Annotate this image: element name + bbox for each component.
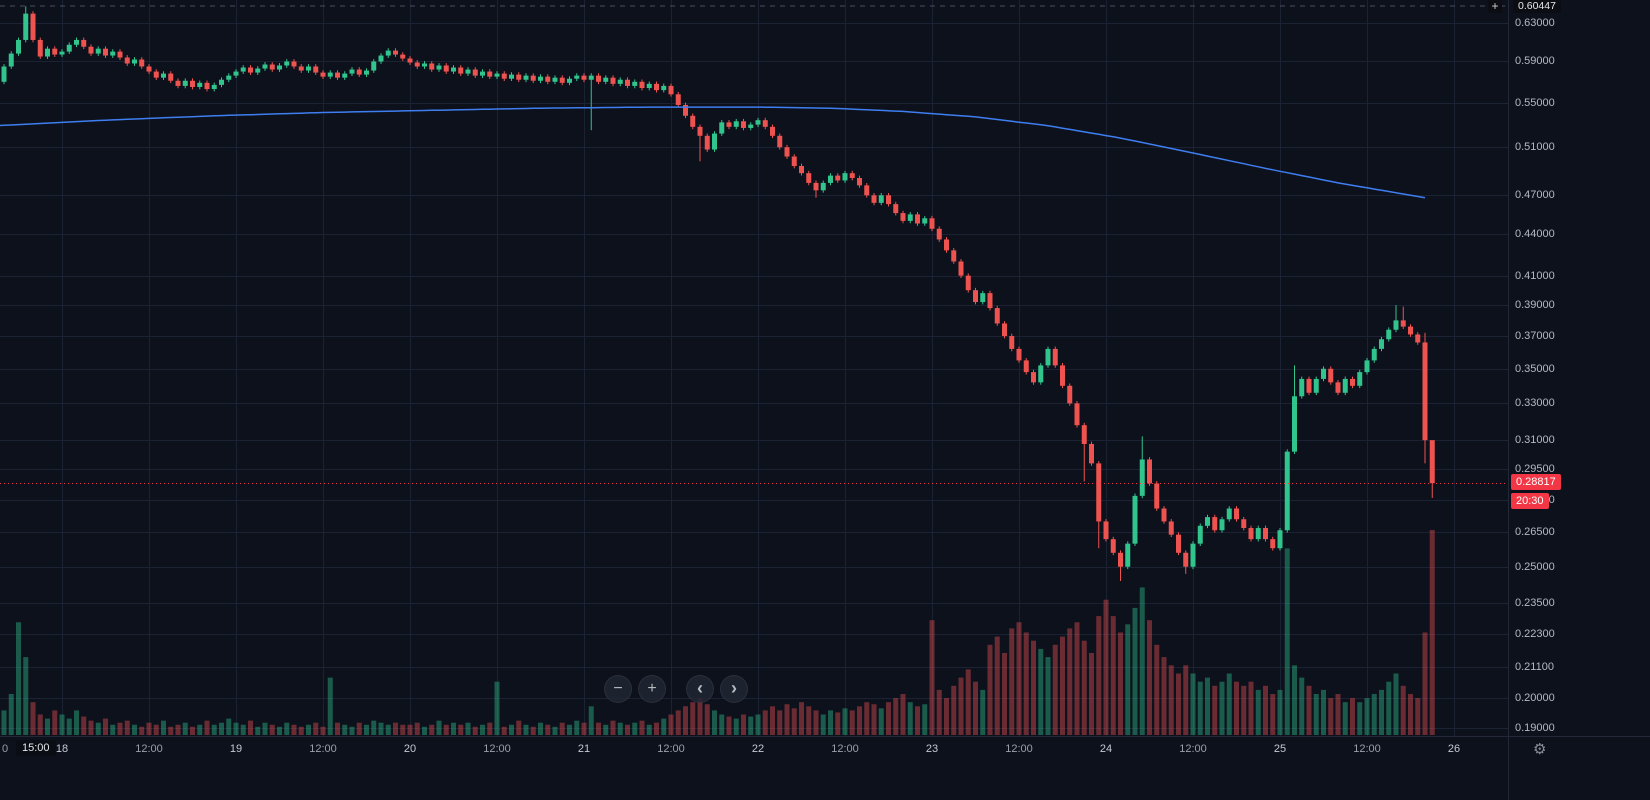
ma-line[interactable]	[0, 106, 1426, 199]
zoom-button-group: − +	[604, 675, 666, 703]
time-tick-label: 22	[751, 743, 765, 755]
add-alert-button[interactable]: +	[1488, 0, 1502, 13]
time-tick-label: 19	[229, 743, 243, 755]
time-tick-label: 12:00	[1179, 743, 1207, 755]
chart-nav-toolbar: − + ‹ ›	[604, 675, 748, 703]
price-tick-label: 0.29500	[1515, 463, 1555, 475]
price-tick-label: 0.26500	[1515, 526, 1555, 538]
current-price-badge: 0.28817	[1511, 474, 1561, 490]
price-tick-label: 0.23500	[1515, 597, 1555, 609]
time-crosshair-badge: 15:00	[16, 740, 56, 756]
price-tick-label: 0.33000	[1515, 397, 1555, 409]
price-tick-label: 0.21100	[1515, 661, 1554, 673]
price-tick-label: 0.25000	[1515, 561, 1555, 573]
time-tick-label: 26	[1447, 743, 1461, 755]
time-edge-label: 0	[2, 743, 9, 755]
price-tick-label: 0.63000	[1515, 17, 1555, 29]
price-tick-label: 0.37000	[1515, 330, 1555, 342]
volume-layer	[1, 530, 1435, 735]
price-tick-label: 0.59000	[1515, 55, 1555, 67]
price-tick-label: 0.19000	[1515, 722, 1555, 734]
scroll-left-button[interactable]: ‹	[686, 675, 714, 703]
settings-gear-icon[interactable]: ⚙	[1533, 741, 1547, 758]
time-tick-label: 18	[55, 743, 69, 755]
time-axis[interactable]: 0 15:00 18 12:00 19 12:00 20 12:00 21 12:00 22 12…	[0, 736, 1508, 800]
axis-corner: ⚙	[1508, 736, 1650, 800]
zoom-in-button[interactable]: +	[638, 675, 666, 703]
price-tick-label: 0.35000	[1515, 363, 1555, 375]
price-tick-label: 0.31000	[1515, 434, 1555, 446]
time-tick-label: 12:00	[657, 743, 685, 755]
time-tick-label: 12:00	[1005, 743, 1033, 755]
price-tick-label: 0.22300	[1515, 628, 1555, 640]
time-tick-label: 25	[1273, 743, 1287, 755]
price-tick-label: 0.55000	[1515, 97, 1555, 109]
price-tick-label: 0.41000	[1515, 270, 1555, 282]
scroll-button-group: ‹ ›	[686, 675, 748, 703]
price-tick-label: 0.51000	[1515, 141, 1555, 153]
time-tick-label: 20	[403, 743, 417, 755]
time-tick-label: 12:00	[1353, 743, 1381, 755]
scroll-right-button[interactable]: ›	[720, 675, 748, 703]
time-tick-label: 21	[577, 743, 591, 755]
time-tick-label: 12:00	[831, 743, 859, 755]
alert-price-badge[interactable]: 0.60447	[1513, 0, 1561, 13]
time-tick-label: 23	[925, 743, 939, 755]
time-tick-label: 12:00	[135, 743, 163, 755]
price-tick-label: 0.47000	[1515, 189, 1555, 201]
time-tick-label: 24	[1099, 743, 1113, 755]
price-tick-label: 0.39000	[1515, 299, 1555, 311]
price-tick-label: 0.44000	[1515, 228, 1555, 240]
grid-layer	[0, 0, 1508, 736]
chart-pane[interactable]: + − + ‹ ›	[0, 0, 1508, 736]
price-chart-canvas[interactable]	[0, 0, 1508, 736]
price-tick-label: 0.20000	[1515, 692, 1555, 704]
bar-countdown-badge: 20:30	[1511, 493, 1549, 509]
time-tick-label: 12:00	[309, 743, 337, 755]
zoom-out-button[interactable]: −	[604, 675, 632, 703]
candles-layer	[1, 6, 1435, 582]
time-tick-label: 12:00	[483, 743, 511, 755]
price-axis[interactable]: 0.19000 0.20000 0.21100 0.22300 0.23500 0.250…	[1508, 0, 1650, 736]
